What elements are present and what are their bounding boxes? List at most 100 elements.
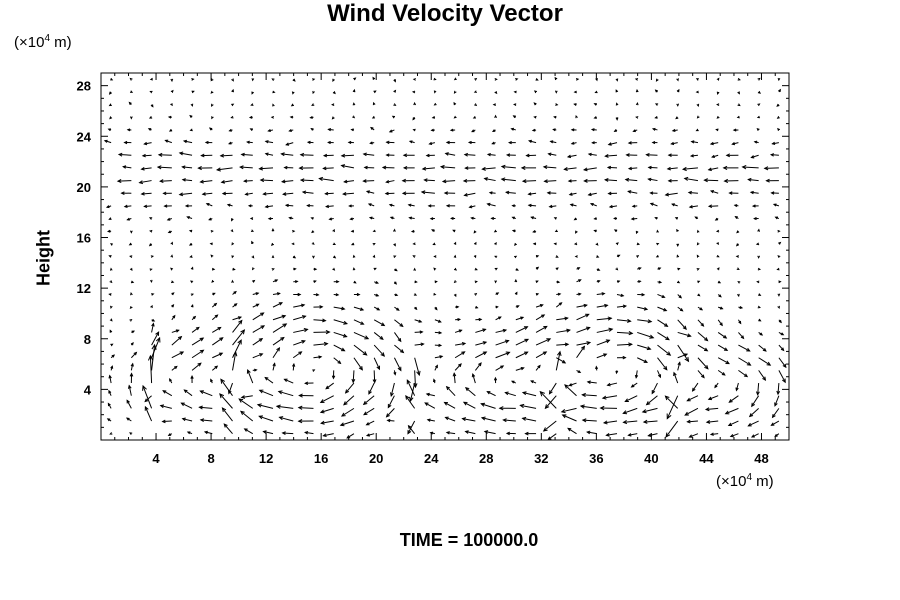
vector-arrow	[543, 166, 557, 169]
vector-arrowhead	[433, 292, 437, 296]
vector-arrow	[549, 382, 557, 394]
vector-arrowhead	[627, 166, 633, 171]
vector-arrowhead	[393, 103, 397, 106]
vector-arrow	[265, 153, 274, 156]
vector-arrow	[535, 338, 551, 346]
vector-arrowhead	[450, 216, 454, 220]
vector-arrowhead	[184, 204, 189, 208]
vector-arrow	[144, 142, 152, 145]
vector-arrowhead	[117, 152, 123, 157]
vector-arrow	[427, 419, 435, 422]
vector-arrow	[522, 417, 537, 422]
vector-arrowhead	[289, 115, 294, 119]
vector-arrowhead	[150, 304, 153, 309]
vector-arrow	[495, 351, 510, 359]
vector-arrowhead	[696, 254, 700, 258]
vector-arrowhead	[244, 192, 249, 196]
vector-arrowhead	[170, 254, 174, 258]
vector-arrowhead	[143, 204, 148, 208]
vector-arrowhead	[473, 90, 477, 93]
vector-arrow	[487, 391, 496, 397]
vector-arrowhead	[494, 280, 498, 284]
vector-arrowhead	[256, 403, 262, 408]
vector-arrowhead	[369, 141, 373, 145]
vector-arrow	[363, 153, 375, 156]
vector-arrow	[292, 351, 302, 359]
vector-arrowhead	[586, 430, 591, 435]
vector-arrowhead	[671, 128, 676, 132]
vector-arrow	[665, 192, 678, 196]
vector-arrowhead	[238, 319, 243, 325]
vector-arrow	[259, 415, 274, 422]
vector-arrowhead	[258, 166, 264, 171]
vector-arrowhead	[285, 142, 290, 146]
vector-arrow	[556, 357, 566, 364]
vector-arrow	[562, 414, 577, 422]
vector-arrowhead	[116, 179, 122, 184]
vector-arrow	[293, 304, 305, 308]
vector-arrowhead	[753, 140, 758, 144]
vector-arrowhead	[681, 166, 687, 172]
vector-arrow	[484, 177, 496, 182]
vector-arrowhead	[231, 279, 234, 283]
vector-arrowhead	[190, 103, 194, 107]
vector-arrow	[414, 319, 422, 323]
vector-arrow	[687, 420, 698, 423]
vector-arrowhead	[498, 316, 502, 320]
vector-arrowhead	[482, 328, 487, 332]
vector-arrowhead	[438, 343, 443, 347]
vector-arrow	[453, 373, 456, 384]
vector-arrow	[117, 180, 132, 182]
vector-arrowhead	[586, 341, 592, 346]
vector-arrowhead	[568, 192, 573, 196]
vector-arrowhead	[727, 422, 733, 427]
vector-arrowhead	[230, 115, 234, 119]
vector-arrowhead	[319, 399, 325, 403]
vector-arrowhead	[292, 78, 296, 82]
vector-arrowhead	[320, 420, 325, 425]
vector-arrowhead	[649, 191, 654, 195]
vector-arrowhead	[379, 336, 384, 340]
vector-arrowhead	[703, 178, 708, 183]
vector-arrow	[414, 331, 423, 333]
vector-arrowhead	[555, 255, 559, 258]
vector-arrowhead	[615, 89, 619, 93]
vector-arrowhead	[578, 279, 582, 283]
vector-arrowhead	[421, 166, 427, 171]
vector-arrow	[272, 323, 287, 333]
vector-arrowhead	[535, 255, 540, 258]
vector-arrowhead	[360, 321, 365, 325]
vector-arrow	[442, 180, 456, 183]
vector-arrowhead	[350, 242, 355, 246]
vector-arrow	[363, 180, 375, 182]
vector-arrowhead	[425, 153, 430, 158]
vector-arrow	[464, 154, 476, 156]
vector-arrowhead	[270, 115, 275, 119]
vector-arrow	[587, 431, 597, 435]
vector-arrow	[265, 140, 274, 144]
vector-arrowhead	[164, 139, 169, 143]
vector-arrowhead	[515, 78, 519, 81]
vector-arrowhead	[441, 179, 447, 184]
vector-arrowhead	[613, 129, 617, 132]
vector-arrow	[520, 404, 537, 409]
vector-arrowhead	[169, 377, 172, 382]
vector-arrowhead	[332, 78, 335, 82]
vector-arrowhead	[341, 306, 346, 311]
vector-arrowhead	[543, 179, 548, 184]
vector-arrowhead	[474, 77, 478, 81]
vector-arrow	[441, 166, 456, 169]
vector-arrowhead	[746, 347, 751, 352]
vector-arrowhead	[110, 243, 114, 246]
vector-arrowhead	[282, 192, 287, 196]
x-tick-label: 32	[534, 451, 548, 466]
vector-arrowhead	[431, 229, 435, 232]
vector-arrowhead	[729, 434, 734, 438]
vector-arrow	[283, 192, 294, 195]
vector-arrowhead	[231, 218, 234, 222]
vector-arrowhead	[138, 180, 144, 185]
vector-arrowhead	[332, 267, 336, 271]
vector-arrow	[607, 166, 618, 169]
vector-arrow	[691, 154, 698, 157]
vector-arrowhead	[533, 115, 537, 119]
